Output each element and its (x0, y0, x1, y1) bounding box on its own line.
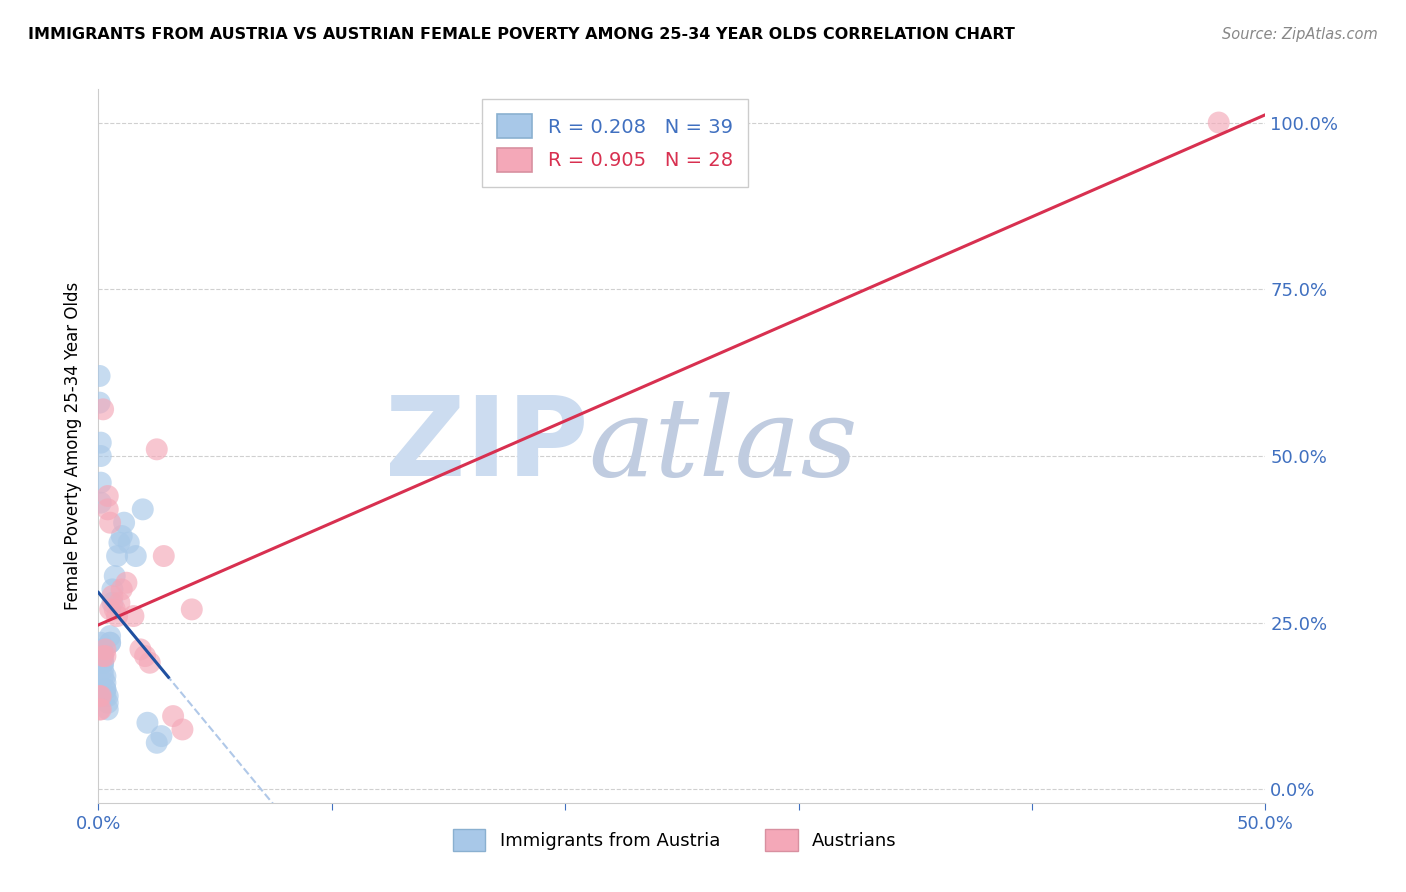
Point (98, 602, 121, 616)
Point (97, 696, 120, 710)
Point (104, 602, 127, 616)
Point (98, 636, 121, 650)
Point (98, 629, 121, 643)
Point (94, 682, 117, 697)
Point (98, 636, 121, 650)
Y-axis label: Female Poverty Among 25-34 Year Olds: Female Poverty Among 25-34 Year Olds (65, 282, 83, 610)
Point (94, 682, 117, 697)
Point (101, 582, 124, 597)
Point (108, 535, 131, 549)
Point (136, 715, 159, 730)
Point (146, 736, 169, 750)
Text: IMMIGRANTS FROM AUSTRIA VS AUSTRIAN FEMALE POVERTY AMONG 25-34 YEAR OLDS CORRELA: IMMIGRANTS FROM AUSTRIA VS AUSTRIAN FEMA… (28, 27, 1015, 42)
Point (108, 596, 131, 610)
Point (90, 642, 112, 657)
Point (91, 649, 114, 664)
Point (90, 689, 112, 703)
Legend: Immigrants from Austria, Austrians: Immigrants from Austria, Austrians (439, 814, 911, 865)
Point (90, 496, 112, 510)
Point (91, 656, 114, 670)
Point (94, 669, 117, 683)
Point (89, 368, 111, 383)
Point (89, 689, 111, 703)
Point (139, 656, 162, 670)
Text: atlas: atlas (589, 392, 858, 500)
Point (94, 689, 117, 703)
Point (89, 395, 111, 409)
Point (94, 642, 117, 657)
Point (111, 529, 134, 543)
Point (90, 449, 112, 463)
Point (101, 589, 124, 603)
Point (125, 549, 148, 563)
Point (97, 489, 120, 503)
Point (118, 535, 141, 549)
Point (134, 649, 156, 664)
Point (90, 649, 112, 664)
Text: Source: ZipAtlas.com: Source: ZipAtlas.com (1222, 27, 1378, 42)
Point (152, 549, 174, 563)
Point (91, 656, 114, 670)
Point (91, 662, 114, 676)
Point (97, 702, 120, 716)
Text: ZIP: ZIP (385, 392, 589, 500)
Point (91, 402, 114, 417)
Point (97, 502, 120, 516)
Point (162, 709, 184, 723)
Point (101, 596, 124, 610)
Point (115, 575, 138, 590)
Point (150, 729, 173, 743)
Point (90, 435, 112, 450)
Legend: R = 0.208   N = 39, R = 0.905   N = 28: R = 0.208 N = 39, R = 0.905 N = 28 (482, 99, 748, 187)
Point (112, 516, 135, 530)
Point (89, 702, 111, 716)
Point (132, 502, 155, 516)
Point (90, 642, 112, 657)
Point (146, 442, 169, 457)
Point (104, 569, 127, 583)
Point (111, 582, 134, 597)
Point (1208, 115, 1230, 129)
Point (172, 723, 194, 737)
Point (91, 649, 114, 664)
Point (97, 689, 120, 703)
Point (105, 609, 128, 624)
Point (122, 609, 145, 624)
Point (91, 669, 114, 683)
Point (105, 549, 128, 563)
Point (98, 516, 121, 530)
Point (90, 636, 112, 650)
Point (94, 675, 117, 690)
Point (94, 649, 117, 664)
Point (90, 475, 112, 490)
Point (90, 702, 112, 716)
Point (180, 602, 202, 616)
Point (129, 642, 152, 657)
